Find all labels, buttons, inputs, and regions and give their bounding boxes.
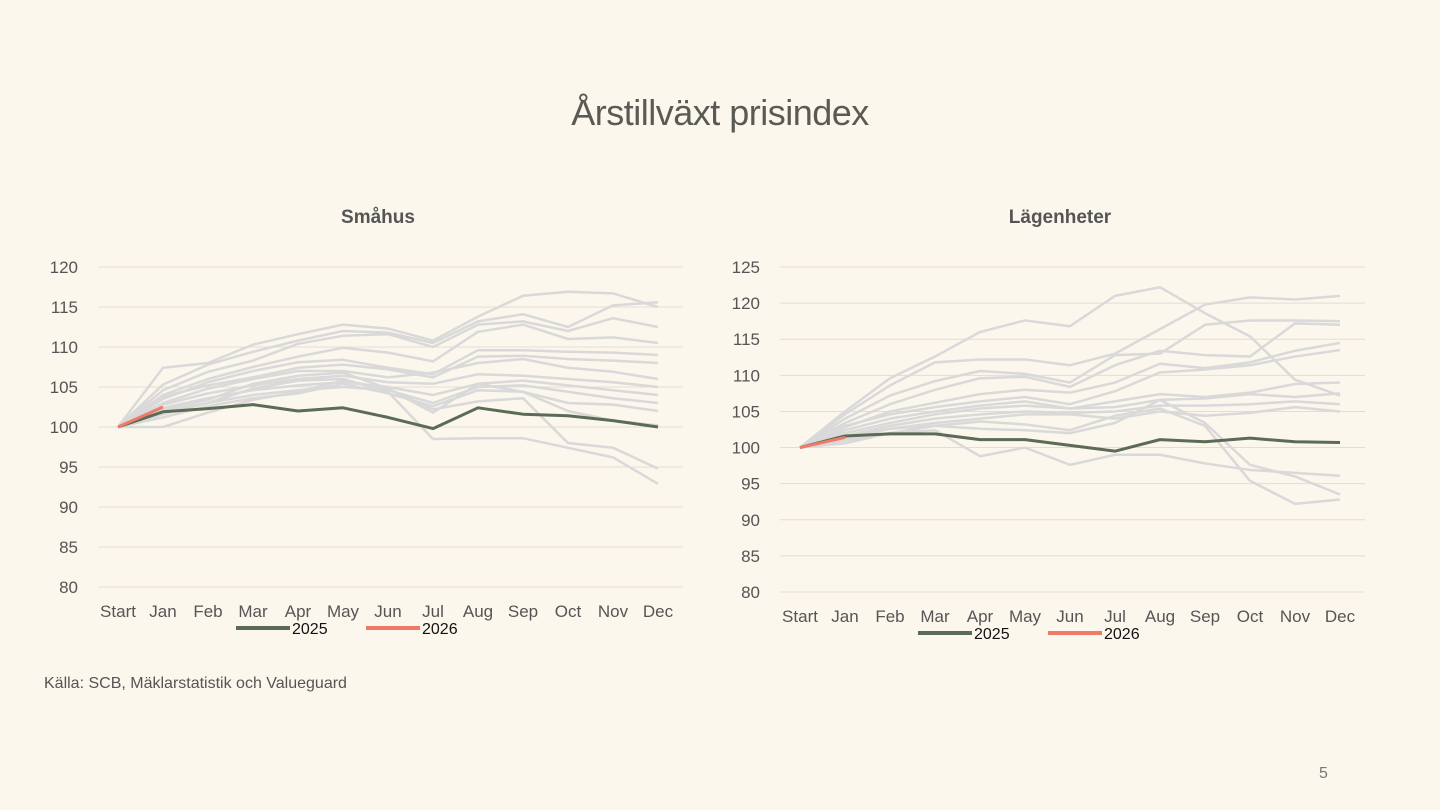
y-tick-label: 100 [50,418,78,437]
legend-label: 2025 [292,621,328,638]
chart-lagenheter: Lägenheter 80 85 90 95 100 105 110 115 120 125 Star… [732,207,1365,643]
slide-title: Årstillväxt prisindex [571,92,869,133]
y-tick-label: 85 [59,538,78,557]
history-series-line [117,354,659,429]
x-tick-label: Aug [1145,607,1175,626]
x-tick-label: Apr [967,607,994,626]
series-line-2026 [117,405,164,429]
x-tick-label: Nov [598,602,629,621]
legend-label: 2025 [974,626,1010,643]
y-tick-label: 80 [59,578,78,597]
history-series-line [799,407,1341,506]
history-series-line [117,371,659,470]
y-tick-label: 90 [59,498,78,517]
x-tick-label: May [1009,607,1042,626]
x-tick-label: Jan [149,602,176,621]
legend-label: 2026 [1104,626,1140,643]
y-tick-label: 105 [50,378,78,397]
history-series-line [117,300,659,428]
x-tick-label: Sep [1190,607,1220,626]
chart-title: Lägenheter [1009,207,1112,228]
legend-label: 2026 [422,621,458,638]
y-tick-label: 95 [741,475,760,494]
y-tick-label: 110 [733,366,760,385]
x-tick-label: Jun [1056,607,1083,626]
history-series-line [799,294,1341,449]
y-tick-label: 95 [59,458,78,477]
y-tick-label: 120 [50,258,78,277]
x-tick-label: Sep [508,602,538,621]
x-tick-label: Mar [238,602,268,621]
history-series-line [117,357,659,429]
y-tick-label: 125 [732,258,760,277]
x-tick-label: Jan [831,607,858,626]
history-series-line [799,319,1341,449]
x-tick-label: Jul [1104,607,1126,626]
history-series-line [117,316,659,428]
history-series-line [117,377,659,485]
series-line-2025 [799,432,1341,453]
source-note: Källa: SCB, Mäklarstatistik och Valuegua… [44,675,347,692]
history-series-line [117,372,659,429]
y-tick-label: 100 [732,439,760,458]
y-tick-label: 80 [741,583,760,602]
chart-title: Småhus [341,207,415,228]
history-series-line [799,400,1341,449]
x-tick-label: Dec [643,602,674,621]
history-series-line [117,348,659,429]
history-series-line [799,392,1341,449]
history-series-line [117,379,659,429]
x-tick-label: Aug [463,602,493,621]
x-tick-label: Oct [1237,607,1264,626]
x-tick-label: Start [100,602,136,621]
y-tick-label: 120 [732,294,760,313]
history-series-line [799,348,1341,449]
history-series-line [799,285,1341,449]
x-tick-label: Oct [555,602,582,621]
x-tick-label: Start [782,607,818,626]
y-tick-label: 85 [741,547,760,566]
history-series-line [117,323,659,429]
history-series-line [799,341,1341,449]
y-tick-label: 115 [733,330,760,349]
page-number: 5 [1319,765,1328,782]
chart-smahus: Småhus 80 85 90 95 100 105 110 115 120 Start Jan Feb… [50,207,683,638]
x-tick-label: Mar [920,607,950,626]
x-tick-label: Jul [422,602,444,621]
y-tick-label: 110 [51,338,78,357]
x-tick-label: Feb [193,602,222,621]
history-series-line [117,290,659,428]
y-tick-label: 105 [732,402,760,421]
x-tick-label: Apr [285,602,312,621]
x-tick-label: May [327,602,360,621]
history-series-line [799,322,1341,449]
y-tick-label: 115 [51,298,78,317]
history-series-line [799,428,1341,477]
series-line-2026 [799,435,846,450]
x-tick-label: Jun [374,602,401,621]
x-tick-label: Feb [875,607,904,626]
y-tick-label: 90 [741,511,760,530]
series-line-2025 [117,403,659,431]
x-tick-label: Nov [1280,607,1311,626]
x-tick-label: Dec [1325,607,1356,626]
